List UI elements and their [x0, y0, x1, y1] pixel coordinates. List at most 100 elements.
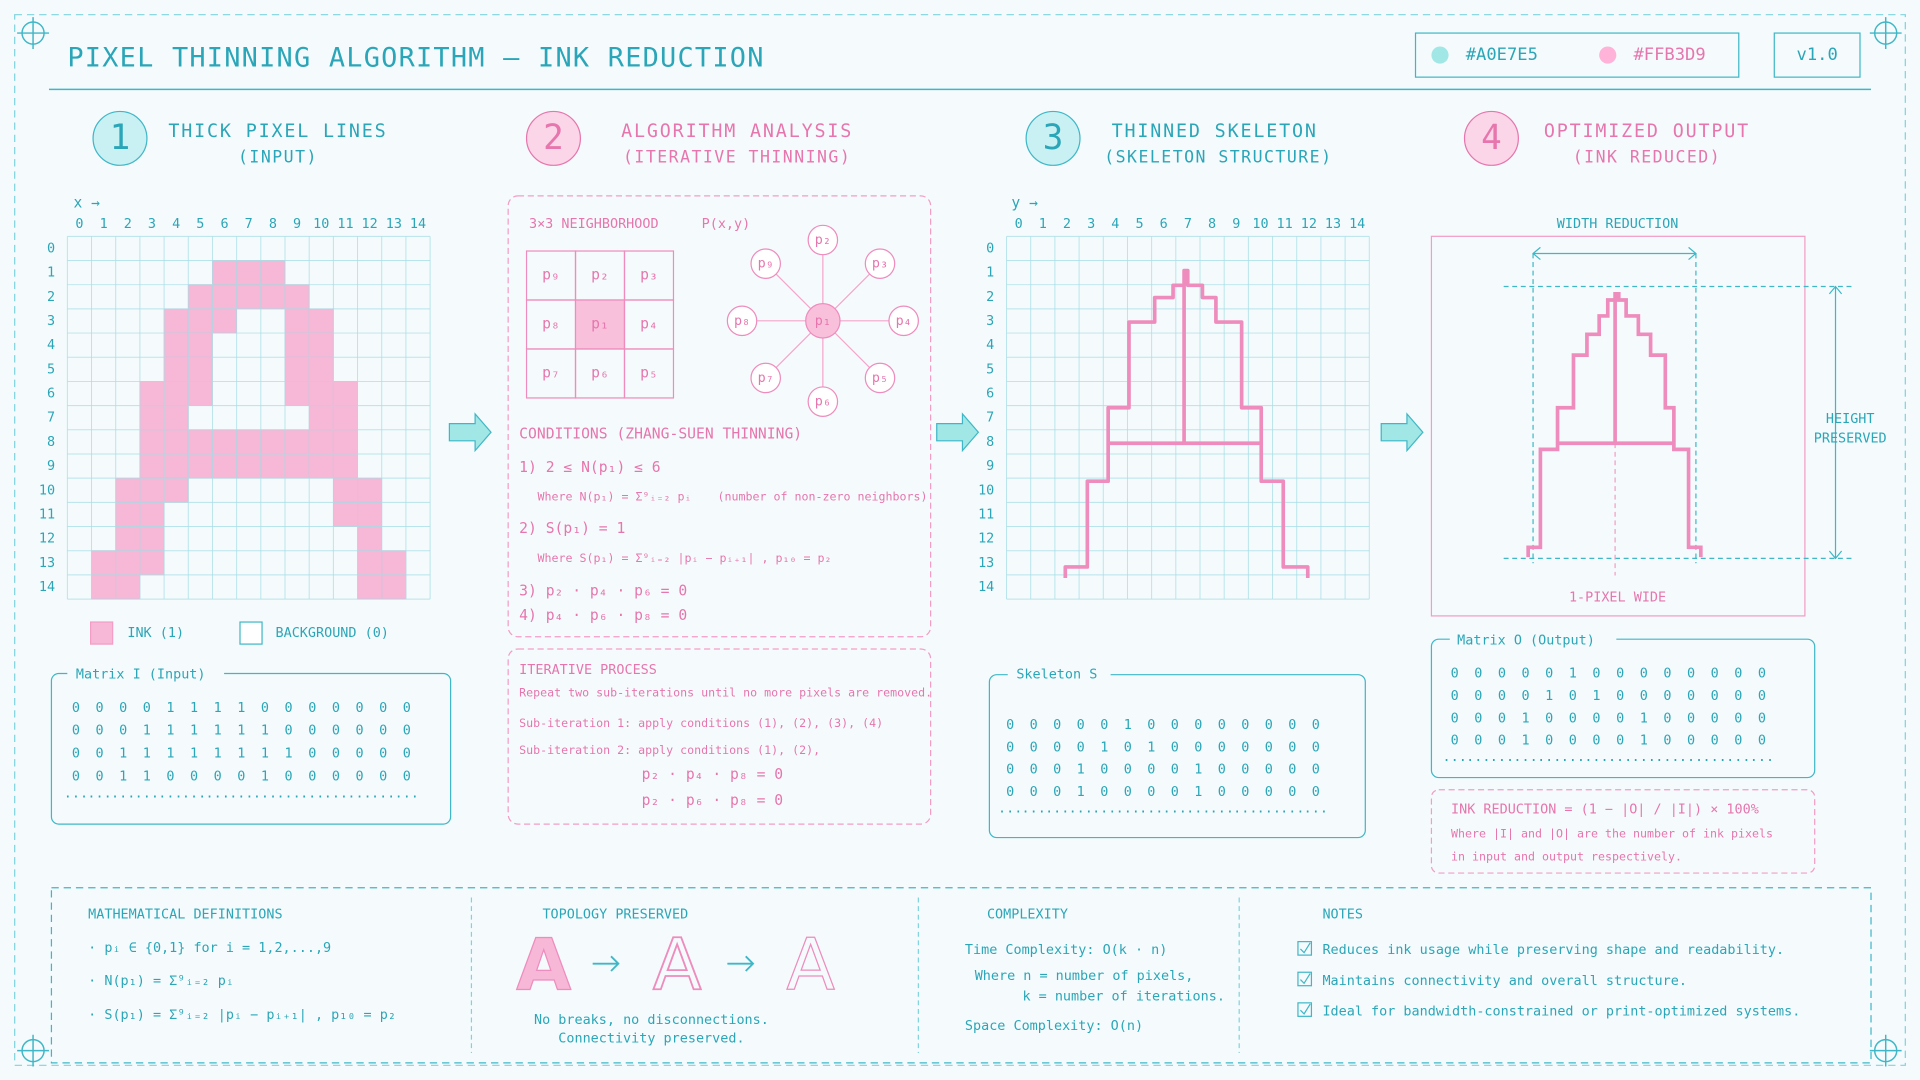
matrix-entry: 0 — [308, 701, 316, 716]
neighbor-label: p₉ — [542, 267, 560, 284]
ink-pixel — [91, 574, 117, 600]
step-title: THINNED SKELETON — [1112, 121, 1318, 142]
ink-pixel — [260, 260, 286, 286]
corner — [17, 1034, 49, 1067]
matrix-entry: 0 — [1312, 740, 1320, 755]
row-label: 1 — [986, 266, 994, 281]
matrix-entry: 0 — [1147, 763, 1155, 778]
neighbor-label: p₁ — [815, 314, 831, 329]
corner — [1869, 17, 1902, 49]
matrix-ellipsis: ··· — [1490, 754, 1514, 769]
matrix-entry: 0 — [1498, 711, 1506, 726]
matrix-entry: 0 — [1711, 689, 1719, 704]
ink-pixel — [163, 356, 189, 382]
matrix-entry: 1 — [1077, 763, 1085, 778]
matrix-entry: 0 — [1498, 734, 1506, 749]
complexity-line: Time Complexity: O(k · n) — [965, 943, 1168, 958]
matrix-ellipsis: ··· — [182, 790, 206, 805]
ink-pixel — [212, 429, 238, 455]
row-label: 2 — [986, 290, 994, 305]
matrix-entry: 0 — [403, 701, 411, 716]
row-label: 13 — [39, 556, 55, 571]
matrix-entry: 0 — [355, 701, 363, 716]
matrix-entry: 0 — [1006, 718, 1014, 733]
matrix-entry: 0 — [95, 769, 103, 784]
ink-pixel — [115, 501, 141, 527]
row-label: 14 — [39, 580, 55, 595]
matrix-entry: 0 — [308, 747, 316, 762]
matrix-entry: 0 — [1663, 689, 1671, 704]
matrix-entry: 1 — [1640, 711, 1648, 726]
swatch — [1599, 46, 1617, 64]
neighbor-label: p₄ — [640, 315, 658, 332]
matrix-entry: 0 — [1053, 763, 1061, 778]
matrix-entry: 0 — [1734, 711, 1742, 726]
matrix-ellipsis: ··· — [253, 790, 277, 805]
matrix-entry: 1 — [1592, 689, 1600, 704]
column-label: 14 — [410, 217, 426, 232]
ink-pixel — [163, 405, 189, 431]
complexity-line: Space Complexity: O(n) — [965, 1019, 1143, 1034]
matrix-ellipsis: ··· — [1655, 754, 1679, 769]
ink-pixel — [236, 284, 262, 310]
matrix-entry: 0 — [1241, 785, 1249, 800]
matrix-entry: 0 — [1498, 666, 1506, 681]
step-badge — [1025, 110, 1081, 166]
matrix-entry: 1 — [166, 701, 174, 716]
iterative-box — [507, 648, 932, 825]
matrix-entry: 0 — [1147, 785, 1155, 800]
section-title: NOTES — [1322, 908, 1363, 923]
width-label: WIDTH REDUCTION — [1557, 217, 1679, 232]
matrix-entry: 0 — [1100, 785, 1108, 800]
matrix-entry: 0 — [403, 769, 411, 784]
matrix-entry: 1 — [119, 747, 127, 762]
ink-note: in input and output respectively. — [1451, 850, 1682, 864]
iterative-step: Sub-iteration 1: apply conditions (1), (… — [519, 716, 883, 730]
matrix-ellipsis: ··· — [111, 790, 135, 805]
matrix-entry: 0 — [1734, 734, 1742, 749]
neighbor-label: p₄ — [896, 314, 912, 329]
matrix-ellipsis: ··· — [1304, 805, 1328, 820]
matrix-entry: 1 — [261, 769, 269, 784]
matrix-box — [988, 674, 1366, 839]
matrix-entry: 0 — [355, 747, 363, 762]
matrix-entry: 0 — [261, 701, 269, 716]
row-label: 1 — [47, 266, 55, 281]
condition: 2) S(p₁) = 1 — [519, 520, 625, 537]
axis-label: y → — [1011, 194, 1038, 211]
column-label: 1 — [1039, 217, 1047, 232]
legend-swatch — [239, 621, 263, 645]
column-label: 10 — [313, 217, 329, 232]
matrix-entry: 0 — [1030, 740, 1038, 755]
matrix-ellipsis: ··· — [300, 790, 324, 805]
column-label: 9 — [1232, 217, 1240, 232]
checkbox — [1297, 971, 1313, 987]
iterative-equation: p₂ · p₆ · p₈ = 0 — [642, 792, 783, 809]
matrix-entry: 0 — [1218, 785, 1226, 800]
checkboxes — [1297, 941, 1313, 1017]
conditions-title: CONDITIONS (ZHANG-SUEN THINNING) — [519, 426, 802, 443]
ink-pixel — [284, 332, 310, 358]
matrix-entry: 0 — [1711, 711, 1719, 726]
matrix-entry: 0 — [1288, 763, 1296, 778]
arrow — [936, 412, 980, 453]
neighbor-cell — [574, 299, 626, 350]
row-label: 5 — [986, 362, 994, 377]
matrix-entry: 0 — [332, 747, 340, 762]
column-label: 10 — [1252, 217, 1268, 232]
matrix-ellipsis: ··· — [1163, 805, 1187, 820]
matrix-entry: 1 — [190, 747, 198, 762]
definition: · pᵢ ∈ {0,1} for i = 1,2,...,9 — [88, 941, 331, 956]
guide — [1503, 253, 1856, 564]
matrix-ellipsis: ··· — [1702, 754, 1726, 769]
section-title: TOPOLOGY PRESERVED — [542, 908, 688, 923]
legend-swatch — [90, 621, 114, 645]
ink-pixel — [163, 477, 189, 503]
ink-pixel — [333, 501, 358, 527]
ink-pixel — [308, 332, 334, 358]
matrix-entry: 0 — [1592, 734, 1600, 749]
page-title: PIXEL THINNING ALGORITHM — INK REDUCTION — [67, 42, 764, 73]
step-subtitle: (ITERATIVE THINNING) — [623, 147, 851, 166]
matrix-ellipsis: ··· — [1045, 805, 1069, 820]
